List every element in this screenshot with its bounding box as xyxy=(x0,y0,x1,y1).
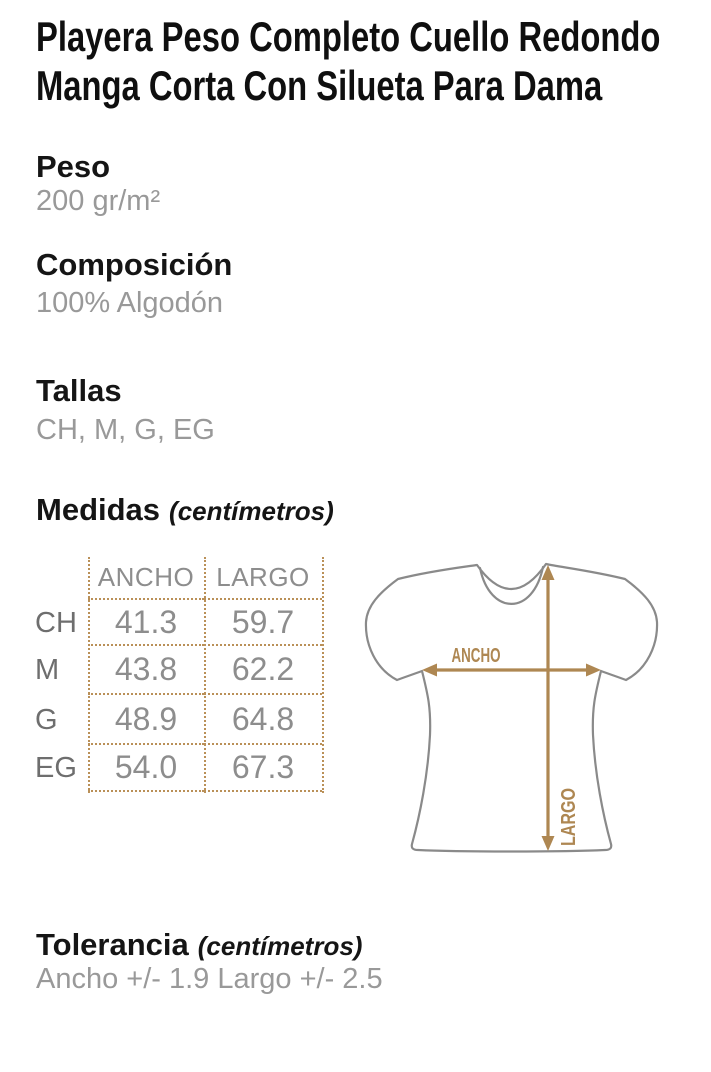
medidas-unit-note: (centímetros) xyxy=(169,496,334,526)
size-label-ch: CH xyxy=(35,606,77,639)
size-label-g: G xyxy=(35,703,58,736)
table-divider-2 xyxy=(204,557,206,793)
ancho-arrow-label: ANCHO xyxy=(452,645,501,667)
medidas-heading-row: Medidas (centímetros) xyxy=(36,492,334,527)
tshirt-diagram-svg: ANCHO LARGO xyxy=(364,562,659,853)
size-table-grid: ANCHO LARGO CH 41.3 59.7 M 43.8 62.2 G 4… xyxy=(35,557,322,792)
value-m-largo: 62.2 xyxy=(204,646,322,695)
title-line-2: Manga Corta Con Silueta Para Dama xyxy=(36,62,603,109)
size-label-eg: EG xyxy=(35,752,77,784)
value-ch-ancho: 41.3 xyxy=(88,600,204,646)
size-table: ANCHO LARGO CH 41.3 59.7 M 43.8 62.2 G 4… xyxy=(35,557,324,793)
tshirt-measurement-diagram: ANCHO LARGO xyxy=(360,550,711,880)
value-m-ancho: 43.8 xyxy=(88,646,204,695)
peso-value: 200 gr/m² xyxy=(36,185,161,217)
tolerancia-heading-row: Tolerancia (centímetros) xyxy=(36,927,363,962)
medidas-heading: Medidas xyxy=(36,492,161,527)
tolerancia-unit-note: (centímetros) xyxy=(197,931,363,961)
ancho-arrowhead-right xyxy=(586,663,601,677)
value-g-ancho: 48.9 xyxy=(88,695,204,745)
peso-heading: Peso xyxy=(36,149,111,184)
table-corner-cell xyxy=(35,557,88,600)
tolerancia-value: Ancho +/- 1.9 Largo +/- 2.5 xyxy=(36,963,383,995)
value-eg-ancho: 54.0 xyxy=(88,745,204,792)
column-header-largo: LARGO xyxy=(204,557,322,600)
neckband-line xyxy=(478,565,545,605)
table-divider-3 xyxy=(322,557,324,793)
value-eg-largo: 67.3 xyxy=(204,745,322,792)
measurement-arrows: ANCHO LARGO xyxy=(422,565,601,851)
page-title: Playera Peso Completo Cuello Redondo Man… xyxy=(36,12,711,110)
ancho-arrowhead-left xyxy=(422,663,437,677)
column-header-ancho: ANCHO xyxy=(88,557,204,600)
table-divider-1 xyxy=(88,557,90,793)
value-g-largo: 64.8 xyxy=(204,695,322,745)
value-ch-largo: 59.7 xyxy=(204,600,322,646)
composicion-heading: Composición xyxy=(36,247,233,282)
tallas-value: CH, M, G, EG xyxy=(36,414,215,446)
tshirt-outline xyxy=(364,562,659,853)
tolerancia-heading: Tolerancia xyxy=(36,927,189,962)
composicion-value: 100% Algodón xyxy=(36,287,224,319)
largo-arrowhead-bottom xyxy=(541,836,555,851)
largo-arrowhead-top xyxy=(541,565,555,580)
tallas-heading: Tallas xyxy=(36,373,122,408)
title-line-1: Playera Peso Completo Cuello Redondo xyxy=(36,13,661,60)
largo-arrow-label: LARGO xyxy=(558,788,580,846)
size-label-m: M xyxy=(35,654,60,686)
